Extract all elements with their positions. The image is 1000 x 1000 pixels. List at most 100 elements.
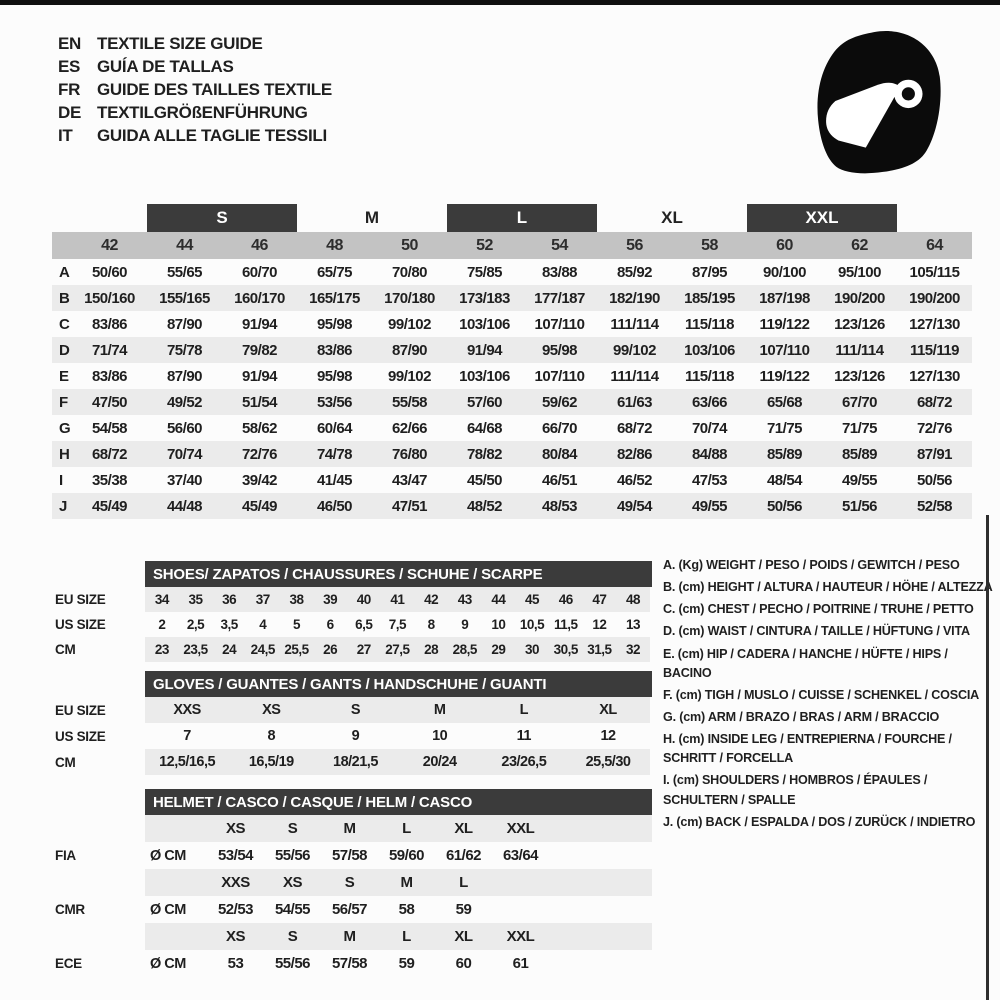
cell-value: 74/78 [316,445,353,463]
language-title: GUIDA ALLE TAGLIE TESSILI [97,125,327,145]
cell-value: 11,5 [553,617,578,632]
cell-value: 25,5 [279,637,314,662]
row-filler [549,896,652,923]
cell-value: 28 [414,637,448,662]
cell-value: XL [565,697,651,723]
cell-value: M [321,815,378,842]
cell-value: 55/56 [274,847,311,864]
cell-value: 68/72 [916,393,953,411]
cell-value: 5 [292,617,301,632]
cell-value: 45/49 [91,497,128,515]
cell-value: 37 [245,587,280,612]
row-filler [549,869,652,896]
cell-value: 61/63 [616,393,653,411]
row-label: CMR [55,902,85,917]
language-row: EN TEXTILE SIZE GUIDE [58,32,332,55]
cell-value: 95/98 [316,315,353,333]
gloves-table: GLOVES / GUANTES / GANTS / HANDSCHUHE / … [55,671,652,775]
cell-value: 47 [582,587,617,612]
cell-value: 2,5 [186,617,205,632]
cell-value: 10 [491,617,506,632]
cell-value: 58/62 [241,419,278,437]
cell-value: 90/100 [763,263,806,281]
row-letter: A [59,263,70,281]
cell-value: 54/58 [91,419,128,437]
cell-value: 71/75 [766,419,803,437]
cell-value: 62/66 [391,419,428,437]
size-label: 54 [551,236,568,254]
table-row: E 83/86 87/90 91/94 95/98 99/102 103/106 107/11… [52,363,972,389]
cell-value: M [397,697,482,723]
cell-value: 66/70 [541,419,578,437]
legend-item: I. (cm) SHOULDERS / HOMBROS / ÉPAULES / … [663,773,928,807]
language-row: FR GUIDE DES TAILLES TEXTILE [58,78,332,101]
cell-value: 9 [351,728,360,744]
size-label: 44 [176,236,193,254]
cell-value: 46/50 [316,497,353,515]
row-letter: F [59,393,68,411]
cell-value: 46/52 [616,471,653,489]
cell-value: 25,5/30 [565,749,651,775]
cell-value: 8 [427,617,436,632]
cell-value: 53/54 [217,847,254,864]
measurement-legend: A. (Kg) WEIGHT / PESO / POIDS / GEWITCH … [663,556,993,835]
cell-value: 105/115 [909,263,960,281]
cell-value: 2 [158,617,166,632]
cell-value: 18/21,5 [313,749,398,775]
cell-value: 41 [380,587,415,612]
cell-value: 48 [616,587,650,612]
cell-value: 55/56 [274,955,311,972]
cell-value: M [378,869,435,896]
cell-value: 46 [548,587,583,612]
row-label: CM [55,754,76,770]
cell-value: L [378,815,435,842]
cell-value: 170/180 [384,289,435,307]
cell-value: 123/126 [834,315,885,333]
cell-value: S [313,697,398,723]
cell-value: 91/94 [241,367,278,385]
cell-value: 35 [178,587,213,612]
legend-item: J. (cm) BACK / ESPALDA / DOS / ZURÜCK / … [663,814,976,829]
cell-value: 34 [145,587,179,612]
size-label: 46 [251,236,268,254]
cell-value: 44 [481,587,516,612]
cell-value: 64/68 [466,419,503,437]
page-top-border [0,0,1000,5]
size-group-xl: XL [661,208,683,227]
cell-value: 57/60 [466,393,503,411]
legend-item: D. (cm) WAIST / CINTURA / TAILLE / HÜFTU… [663,624,970,639]
cell-value: 123/126 [834,367,885,385]
cell-value: 57/58 [331,847,368,864]
cell-value: 60/70 [241,263,278,281]
cell-value: 91/94 [466,341,503,359]
row-label: EU SIZE [55,702,106,718]
legend-list: A. (Kg) WEIGHT / PESO / POIDS / GEWITCH … [663,556,993,832]
language-title: TEXTILE SIZE GUIDE [97,33,263,53]
cell-value: 39/42 [241,471,278,489]
language-code: EN [58,33,82,53]
band-spacer [52,232,72,259]
cell-value: 75/78 [166,341,203,359]
cell-value: 160/170 [234,289,285,307]
cell-value [145,923,207,950]
row-letter: H [59,445,70,463]
cell-value: 119/122 [759,367,810,385]
language-row: ES GUÍA DE TALLAS [58,55,332,78]
size-label: 50 [401,236,418,254]
racing-helmet-icon [806,26,958,178]
cell-value: 42 [414,587,448,612]
cell-value: 190/200 [834,289,885,307]
language-title: GUÍA DE TALLAS [97,56,234,76]
cell-value: 45 [515,587,549,612]
cell-value: XXS [207,869,264,896]
legend-item: E. (cm) HIP / CADERA / HANCHE / HÜFTE / … [663,646,948,680]
table-row: I 35/38 37/40 39/42 41/45 43/47 45/50 46/51 46/5… [52,467,972,493]
cell-value: 54/55 [274,901,311,918]
size-group-row: S M L XL XXL [52,204,972,232]
cell-value: 95/98 [316,367,353,385]
cell-value: 57/58 [331,955,368,972]
cell-value: 30 [515,637,549,662]
cell-value: 47/50 [91,393,128,411]
cell-value: 87/95 [691,263,728,281]
cell-value: 82/86 [616,445,653,463]
